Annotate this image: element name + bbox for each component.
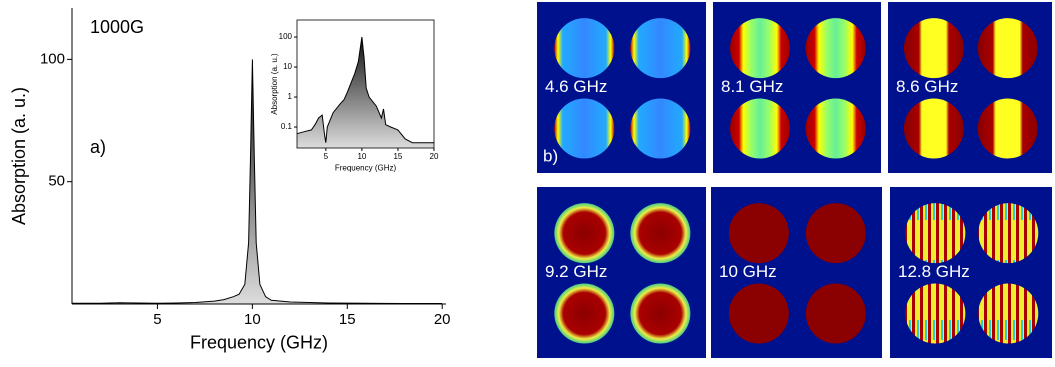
x-axis-label: Frequency (GHz): [335, 164, 397, 173]
x-tick-label: 10: [357, 152, 366, 161]
x-tick-label: 15: [393, 152, 402, 161]
x-tick-label: 5: [324, 152, 329, 161]
mode-pattern: [554, 203, 615, 264]
mode-pattern: [905, 283, 966, 344]
panel-label: 8.1 GHz: [721, 77, 783, 96]
mode-pattern: [730, 18, 791, 79]
y-tick-label: 100: [40, 50, 65, 67]
area-fill: [297, 37, 434, 148]
mode-pattern: [730, 98, 791, 159]
mode-pattern: [805, 18, 866, 79]
mode-pattern: [805, 98, 866, 159]
panel-label: 4.6 GHz: [545, 77, 607, 96]
y-axis-label: Absorption (a. u.): [270, 53, 279, 115]
y-tick-label: 100: [279, 32, 293, 41]
mode-pattern: [630, 283, 691, 344]
mode-pattern: [977, 18, 1038, 79]
mode-pattern: [630, 203, 691, 264]
y-tick-label: 1: [288, 92, 293, 101]
annotation: 1000G: [90, 17, 144, 37]
mode-pattern: [905, 203, 966, 264]
x-tick-label: 10: [244, 311, 261, 328]
annotation: a): [90, 137, 106, 157]
axis-frame: [296, 19, 435, 149]
mode-pattern: [978, 283, 1039, 344]
mode-pattern: [630, 98, 691, 159]
x-tick-label: 5: [153, 311, 161, 328]
mode-pattern: [728, 203, 789, 264]
mode-pattern: [728, 283, 789, 344]
x-tick-label: 20: [434, 311, 451, 328]
y-axis-label: Absorption (a. u.): [9, 87, 29, 225]
panel-label: 10 GHz: [719, 262, 777, 281]
mode-pattern: [805, 283, 866, 344]
mode-pattern: [554, 98, 615, 159]
mode-pattern: [554, 283, 615, 344]
panel-caption: b): [543, 146, 558, 165]
y-tick-label: 50: [48, 173, 65, 190]
panel-label: 8.6 GHz: [896, 77, 958, 96]
panel-label: 9.2 GHz: [545, 262, 607, 281]
mode-pattern: [978, 203, 1039, 264]
x-axis-label: Frequency (GHz): [190, 333, 328, 353]
mode-pattern: [554, 18, 615, 79]
y-tick-label: 0.1: [281, 122, 293, 131]
y-tick-label: 10: [283, 62, 292, 71]
line: [296, 36, 434, 144]
line: [72, 59, 443, 304]
mode-pattern: [977, 98, 1038, 159]
mode-pattern: [805, 203, 866, 264]
mode-pattern: [630, 18, 691, 79]
x-tick-label: 20: [430, 152, 439, 161]
x-tick-label: 15: [339, 311, 356, 328]
panel-label: 12.8 GHz: [898, 262, 970, 281]
mode-pattern: [903, 98, 964, 159]
mode-pattern: [903, 18, 964, 79]
